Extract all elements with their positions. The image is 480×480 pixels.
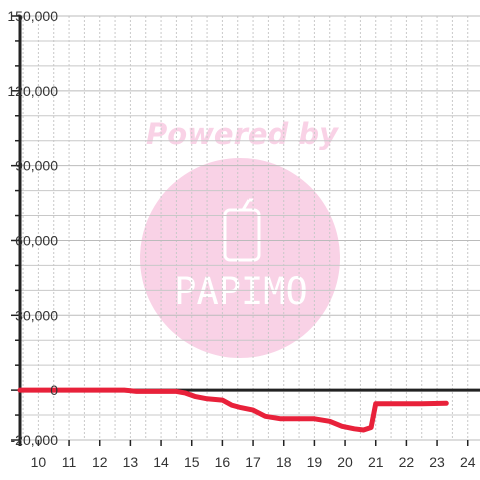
y-tick-label: -20,000: [11, 432, 59, 448]
y-tick-label: 0: [50, 382, 58, 398]
x-tick-label: 12: [92, 454, 108, 470]
x-tick-labels: 10 11 12 13 14 15 16 17 18 19 20 21 22 23 24: [31, 454, 476, 470]
watermark-text: Powered by: [146, 117, 339, 151]
x-tick-label: 15: [184, 454, 200, 470]
x-tick-label: 19: [307, 454, 323, 470]
x-tick-label: 20: [337, 454, 353, 470]
x-tick-label: 10: [31, 454, 47, 470]
watermark-brand: PAPIMO: [174, 270, 308, 313]
x-tick-label: 23: [429, 454, 445, 470]
x-tick-label: 13: [123, 454, 139, 470]
x-tick-label: 24: [460, 454, 476, 470]
series: [17, 387, 449, 433]
y-tick-label: 120,000: [7, 83, 58, 99]
y-tick-labels: -20,000 0 30,000 60,000 90,000 120,000 150,000: [7, 8, 58, 448]
phone-icon: [223, 198, 261, 262]
x-tick-label: 21: [368, 454, 384, 470]
x-tick-label: 22: [399, 454, 415, 470]
series-line: [17, 387, 449, 433]
y-tick-label: 30,000: [15, 307, 58, 323]
y-tick-label: 90,000: [15, 158, 58, 174]
axes: [11, 15, 480, 446]
y-tick-label: 150,000: [7, 8, 58, 24]
x-tick-label: 14: [153, 454, 169, 470]
watermark-circle: [140, 158, 340, 358]
x-tick-label: 11: [62, 454, 77, 470]
x-tick-label: 18: [276, 454, 292, 470]
y-tick-label: 60,000: [15, 232, 58, 248]
x-tick-label: 17: [245, 454, 261, 470]
watermark: Powered by PAPIMO: [140, 117, 340, 358]
x-tick-label: 16: [215, 454, 231, 470]
grid: [20, 15, 480, 441]
